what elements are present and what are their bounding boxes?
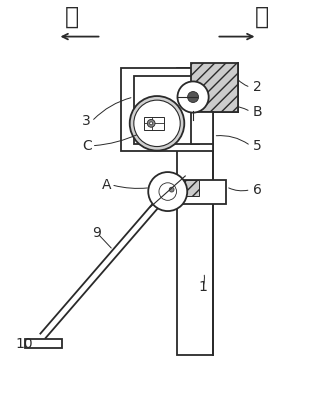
Bar [134, 75, 199, 144]
Text: 右: 右 [255, 5, 269, 29]
Text: B: B [253, 105, 262, 118]
Bar [121, 68, 213, 150]
Text: 5: 5 [253, 139, 261, 153]
Bar [177, 180, 226, 204]
Bar [26, 339, 62, 348]
Text: A: A [101, 178, 111, 192]
Bar [144, 117, 164, 130]
Bar [177, 180, 199, 196]
Circle shape [159, 183, 176, 200]
Circle shape [134, 100, 180, 147]
Text: 1: 1 [199, 280, 208, 294]
Text: 9: 9 [92, 226, 100, 241]
Text: 6: 6 [253, 182, 261, 197]
Circle shape [148, 172, 187, 211]
Circle shape [130, 96, 184, 150]
Text: 10: 10 [16, 337, 33, 351]
Circle shape [147, 119, 155, 127]
Bar [191, 112, 213, 144]
Text: C: C [82, 139, 92, 153]
Bar [191, 63, 238, 112]
Circle shape [150, 122, 153, 125]
Text: 3: 3 [82, 115, 91, 128]
Text: 左: 左 [65, 5, 79, 29]
Circle shape [169, 187, 174, 192]
Circle shape [177, 81, 209, 113]
Bar [177, 68, 213, 356]
Circle shape [188, 92, 198, 102]
Text: 2: 2 [253, 80, 261, 94]
